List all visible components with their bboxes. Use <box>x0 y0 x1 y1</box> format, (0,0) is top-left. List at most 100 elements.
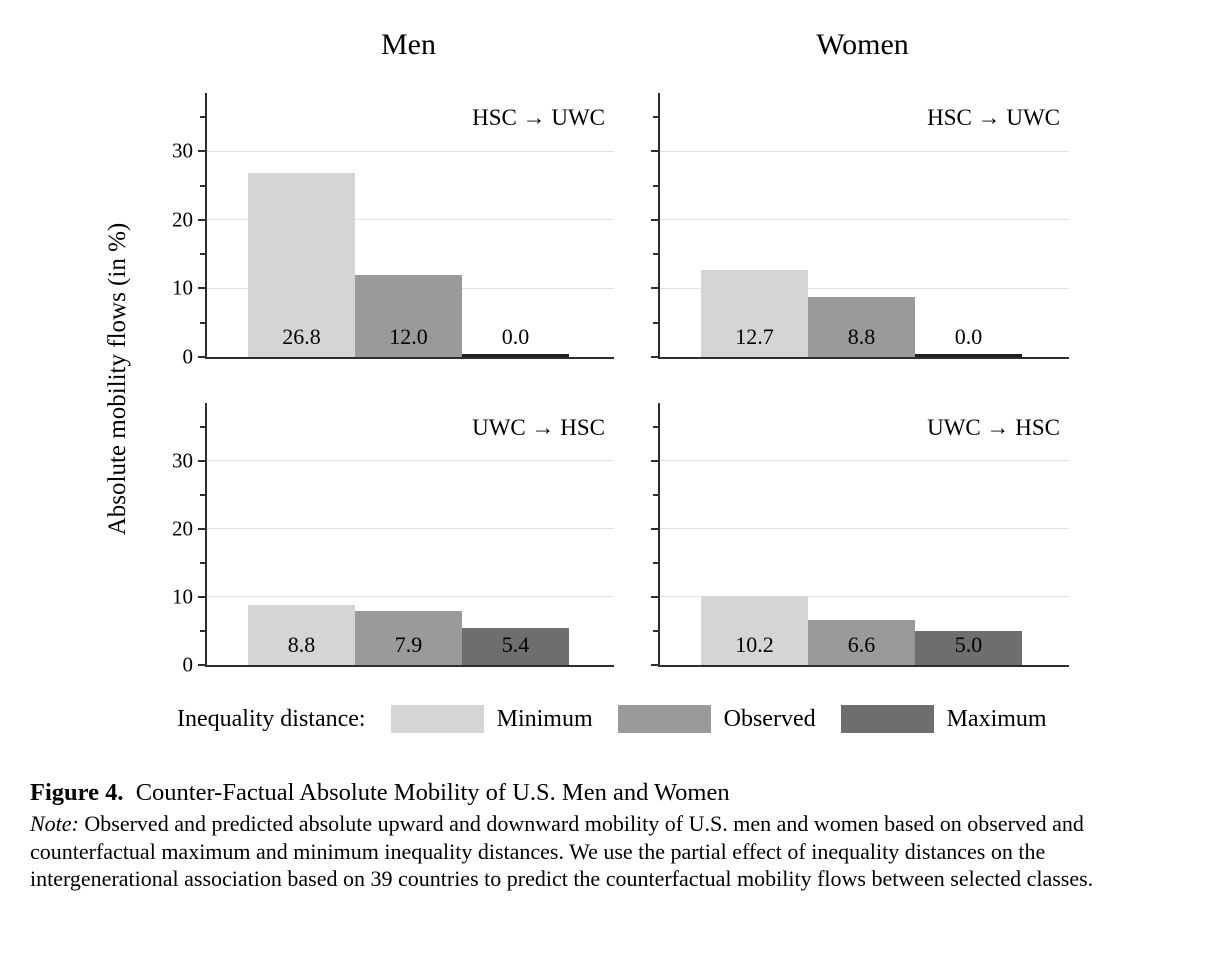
y-axis-minor-tick <box>653 184 658 187</box>
caption-title: Counter-Factual Absolute Mobility of U.S… <box>135 779 730 806</box>
bar-maximum <box>462 628 569 665</box>
bar-value-label: 0.0 <box>954 324 983 349</box>
gridline <box>207 219 614 221</box>
y-axis-major-tick <box>651 459 658 462</box>
y-tick-label: 20 <box>172 516 193 541</box>
y-axis-major-tick <box>198 218 205 221</box>
y-axis-minor-tick <box>200 629 205 632</box>
bar-value-label: 26.8 <box>282 324 321 349</box>
gridline <box>660 287 1069 289</box>
panel-men-uwc-to-hsc: UWC → HSC 0 10 20 30 8.8 7.9 5.4 <box>172 403 614 675</box>
legend-item-minimum: Minimum <box>390 705 593 733</box>
bar-observed <box>808 620 915 665</box>
legend-swatch-observed <box>617 705 711 733</box>
y-axis-minor-tick <box>653 253 658 256</box>
y-axis-minor-tick <box>200 253 205 256</box>
column-title-men: Men <box>381 28 436 61</box>
bar-value-label: 0.0 <box>501 324 530 349</box>
y-tick-label: 0 <box>182 344 194 369</box>
gridline <box>660 219 1069 221</box>
y-axis-minor-tick <box>653 425 658 428</box>
y-axis-major-tick <box>198 150 205 153</box>
y-axis-major-tick <box>651 527 658 530</box>
y-axis-minor-tick <box>200 425 205 428</box>
gridline <box>207 528 614 530</box>
bar-maximum <box>915 354 1022 357</box>
y-axis-major-tick <box>198 459 205 462</box>
column-title-women: Women <box>816 28 909 61</box>
bar-value-label: 12.7 <box>735 324 774 349</box>
gridline <box>660 150 1069 152</box>
legend-label: Minimum <box>496 705 593 732</box>
y-tick-label: 10 <box>172 275 193 300</box>
y-axis-major-tick <box>198 287 205 290</box>
bar-value-label: 10.2 <box>735 632 774 657</box>
legend-title: Inequality distance: <box>177 705 366 732</box>
panel-women-uwc-to-hsc: UWC → HSC 10.2 6.6 5.0 <box>651 403 1069 667</box>
y-tick-label: 0 <box>182 652 194 677</box>
y-tick-label: 30 <box>172 448 193 473</box>
y-axis-minor-tick <box>653 629 658 632</box>
bar-maximum <box>462 354 569 357</box>
y-axis-minor-tick <box>653 116 658 118</box>
gridline <box>660 460 1069 462</box>
y-axis-major-tick <box>651 287 658 290</box>
note-label: Note: <box>30 811 79 836</box>
legend-label: Maximum <box>946 705 1047 732</box>
gridline <box>207 596 614 598</box>
y-axis-major-tick <box>651 150 658 153</box>
y-axis-minor-tick <box>653 561 658 564</box>
bar-minimum <box>248 173 355 357</box>
y-axis-minor-tick <box>653 493 658 496</box>
y-axis-major-tick <box>198 356 205 358</box>
bar-value-label: 8.8 <box>287 632 316 657</box>
caption-title-line: Figure 4. Counter-Factual Absolute Mobil… <box>30 778 1188 807</box>
caption-note: Note: Observed and predicted absolute up… <box>30 810 1188 893</box>
y-axis-major-tick <box>651 664 658 666</box>
y-axis-minor-tick <box>200 493 205 496</box>
legend-label: Observed <box>723 705 816 732</box>
y-axis-minor-tick <box>653 321 658 324</box>
panel-subtitle: UWC → HSC <box>927 415 1060 440</box>
y-tick-label: 10 <box>172 584 193 609</box>
legend-swatch-maximum <box>840 705 934 733</box>
y-axis-minor-tick <box>200 116 205 118</box>
panel-women-hsc-to-uwc: HSC → UWC 12.7 8.8 0.0 <box>651 93 1069 359</box>
y-axis-minor-tick <box>200 561 205 564</box>
caption-figure-number: Figure 4. <box>30 779 124 806</box>
bar-value-label: 5.4 <box>501 632 530 657</box>
y-axis-major-tick <box>651 595 658 598</box>
panel-subtitle: HSC → UWC <box>927 105 1060 130</box>
legend: Inequality distance: Minimum Observed Ma… <box>177 705 1047 733</box>
legend-item-observed: Observed <box>617 705 816 733</box>
bar-value-label: 8.8 <box>847 324 876 349</box>
figure-caption: Figure 4. Counter-Factual Absolute Mobil… <box>30 778 1188 893</box>
y-axis-major-tick <box>651 356 658 358</box>
y-axis-major-tick <box>198 595 205 598</box>
panel-subtitle: HSC → UWC <box>472 105 605 130</box>
bar-value-label: 6.6 <box>847 632 876 657</box>
y-axis-major-tick <box>651 218 658 221</box>
y-axis-label: Absolute mobility flows (in %) <box>104 222 131 536</box>
y-axis-minor-tick <box>200 321 205 324</box>
gridline <box>660 528 1069 530</box>
bar-value-label: 12.0 <box>389 324 428 349</box>
bar-minimum <box>701 269 808 357</box>
bar-observed <box>808 296 915 357</box>
legend-swatch-minimum <box>390 705 484 733</box>
bar-minimum <box>701 595 808 665</box>
panel-men-hsc-to-uwc: HSC → UWC 0 10 20 30 26.8 12.0 0.0 <box>172 93 614 367</box>
y-axis-major-tick <box>198 664 205 666</box>
y-axis-minor-tick <box>200 184 205 187</box>
bar-value-label: 7.9 <box>394 632 423 657</box>
y-tick-label: 30 <box>172 138 193 163</box>
note-text: Observed and predicted absolute upward a… <box>30 811 1094 891</box>
bar-minimum <box>248 605 355 665</box>
gridline <box>207 460 614 462</box>
panel-subtitle: UWC → HSC <box>472 415 605 440</box>
y-tick-label: 20 <box>172 207 193 232</box>
bar-maximum <box>915 630 1022 665</box>
bar-observed <box>355 274 462 357</box>
legend-item-maximum: Maximum <box>840 705 1047 733</box>
